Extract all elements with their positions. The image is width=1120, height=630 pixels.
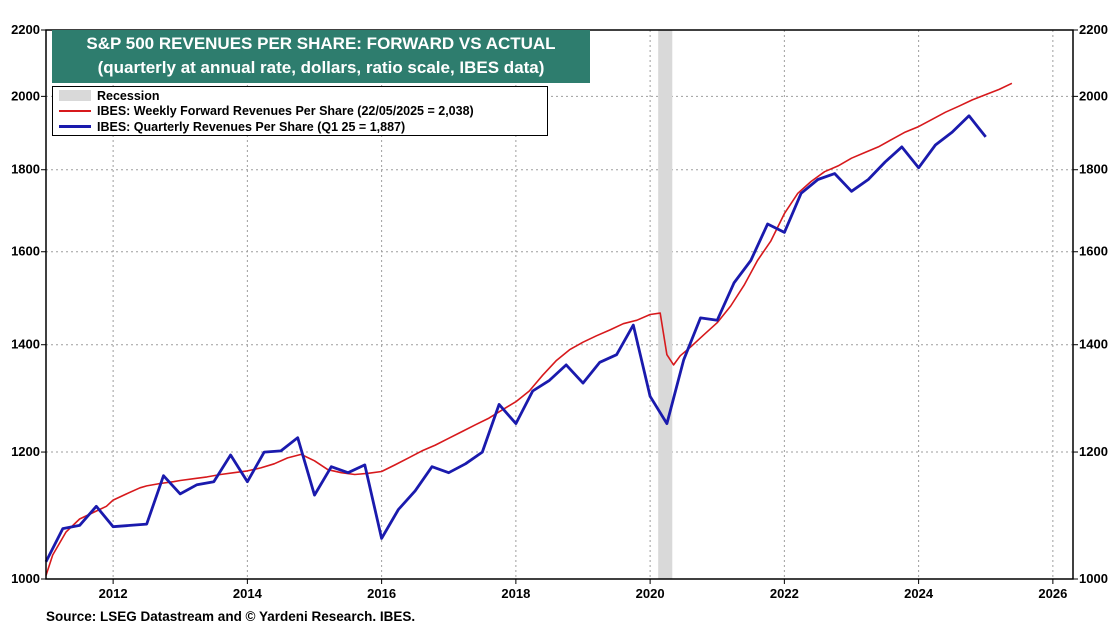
chart-title: S&P 500 REVENUES PER SHARE: FORWARD VS A… bbox=[86, 34, 556, 53]
y-tick-label-right: 1200 bbox=[1079, 444, 1108, 459]
recession-band bbox=[658, 30, 673, 579]
legend-label-actual: IBES: Quarterly Revenues Per Share (Q1 2… bbox=[97, 119, 406, 134]
legend-item-actual: IBES: Quarterly Revenues Per Share (Q1 2… bbox=[59, 119, 405, 134]
forward-line-swatch bbox=[59, 109, 91, 112]
source-note: Source: LSEG Datastream and © Yardeni Re… bbox=[46, 609, 416, 624]
forward-revenues-line bbox=[45, 82, 1013, 576]
y-tick-label-left: 2200 bbox=[11, 22, 40, 37]
y-tick-label-left: 1600 bbox=[11, 244, 40, 259]
chart-title-box: S&P 500 REVENUES PER SHARE: FORWARD VS A… bbox=[52, 30, 590, 83]
x-tick-label: 2020 bbox=[636, 586, 665, 601]
y-tick-label-left: 2000 bbox=[11, 88, 40, 103]
y-tick-label-right: 2200 bbox=[1079, 22, 1108, 37]
y-tick-label-right: 2000 bbox=[1079, 88, 1108, 103]
x-tick-label: 2016 bbox=[367, 586, 396, 601]
actual-line-swatch bbox=[59, 125, 91, 128]
recession-band-layer bbox=[658, 30, 673, 579]
series-layer bbox=[44, 82, 1013, 576]
recession-swatch bbox=[59, 90, 91, 101]
axis-ticks: 1000 1000 1200 1200 1400 1400 1600 1600 1800 1800… bbox=[11, 22, 1108, 601]
y-tick-label-left: 1800 bbox=[11, 162, 40, 177]
y-tick-label-left: 1000 bbox=[11, 571, 40, 586]
x-tick-label: 2026 bbox=[1038, 586, 1067, 601]
x-tick-label: 2014 bbox=[233, 586, 263, 601]
legend-item-forward: IBES: Weekly Forward Revenues Per Share … bbox=[59, 103, 474, 118]
chart-subtitle: (quarterly at annual rate, dollars, rati… bbox=[97, 58, 545, 77]
legend-label-forward: IBES: Weekly Forward Revenues Per Share … bbox=[97, 103, 474, 118]
y-tick-label-right: 1400 bbox=[1079, 337, 1108, 352]
y-tick-label-right: 1600 bbox=[1079, 244, 1108, 259]
y-tick-label-left: 1400 bbox=[11, 337, 40, 352]
y-tick-label-right: 1800 bbox=[1079, 162, 1108, 177]
x-tick-label: 2022 bbox=[770, 586, 799, 601]
x-tick-label: 2024 bbox=[904, 586, 934, 601]
actual-revenues-line bbox=[44, 114, 987, 563]
legend-item-recession: Recession bbox=[59, 88, 160, 103]
y-tick-label-left: 1200 bbox=[11, 444, 40, 459]
x-tick-label: 2018 bbox=[501, 586, 530, 601]
x-tick-label: 2012 bbox=[99, 586, 128, 601]
legend-label-recession: Recession bbox=[97, 88, 160, 103]
y-tick-label-right: 1000 bbox=[1079, 571, 1108, 586]
legend: Recession IBES: Weekly Forward Revenues … bbox=[52, 86, 548, 136]
